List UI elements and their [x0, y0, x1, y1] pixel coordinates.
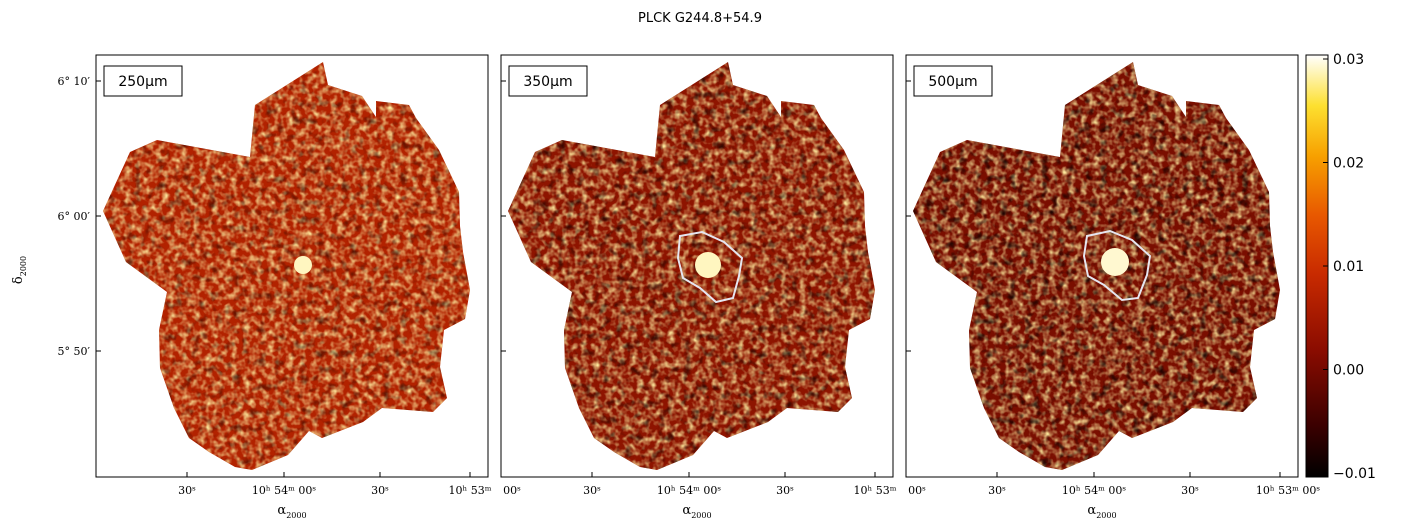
panel-500: 500μm 00ˢ 30ˢ 10ʰ 54ᵐ 00ˢ 30ˢ 10ʰ 53ᵐ 00… — [905, 54, 1320, 497]
x-tick-label: 30ˢ — [776, 484, 794, 497]
x-tick-label: 30ˢ — [178, 484, 196, 497]
x-tick-label: 10ʰ 53ᵐ — [449, 484, 492, 497]
y-axis-label-sub: 2000 — [19, 256, 28, 276]
y-axis-label-main: δ — [11, 276, 26, 284]
colorbar-tick-label: 0.03 — [1333, 52, 1364, 68]
x-ticks: 00ˢ 30ˢ 10ʰ 54ᵐ 00ˢ 30ˢ 10ʰ 53ᵐ — [503, 472, 897, 497]
x-tick-label: 10ʰ 53ᵐ 00ˢ — [1256, 484, 1320, 497]
x-axis-label: α2000 — [277, 503, 306, 520]
colorbar-tick-label: 0.01 — [1333, 259, 1364, 275]
x-tick-label: 10ʰ 54ᵐ 00ˢ — [252, 484, 316, 497]
panel-label-box: 250μm — [103, 65, 183, 97]
colorbar-tick-label: 0.00 — [1333, 363, 1364, 379]
colorbar: 0.03 0.02 0.01 0.00 −0.01 — [1305, 52, 1376, 482]
x-tick-label: 30ˢ — [583, 484, 601, 497]
x-tick-label: 30ˢ — [1181, 484, 1199, 497]
x-tick-label: 30ˢ — [371, 484, 389, 497]
y-ticks: 6° 10′ 6° 00′ 5° 50′ — [58, 75, 101, 358]
panel-label-box: 500μm — [913, 65, 993, 97]
colorbar-tick-label: −0.01 — [1333, 466, 1376, 482]
panel-label: 500μm — [928, 74, 977, 90]
sz-contour — [1082, 229, 1152, 302]
x-tick-label: 10ʰ 54ᵐ 00ˢ — [1062, 484, 1126, 497]
x-axis-label: α2000 — [682, 503, 711, 520]
x-tick-label: 30ˢ — [988, 484, 1006, 497]
panel-label: 350μm — [523, 74, 572, 90]
colorbar-tick-label: 0.02 — [1333, 156, 1364, 172]
figure-title: PLCK G244.8+54.9 — [638, 11, 762, 26]
sz-contour — [676, 230, 744, 304]
panel-label-box: 350μm — [508, 65, 588, 97]
cluster-source — [1101, 248, 1129, 276]
x-tick-label: 00ˢ — [908, 484, 926, 497]
x-ticks: 00ˢ 30ˢ 10ʰ 54ᵐ 00ˢ 30ˢ 10ʰ 53ᵐ 00ˢ — [908, 472, 1320, 497]
y-tick-marks — [906, 80, 911, 352]
y-tick-label: 5° 50′ — [58, 345, 91, 358]
svg-text:δ2000: δ2000 — [11, 256, 28, 284]
y-tick-label: 6° 00′ — [58, 210, 91, 223]
panel-label: 250μm — [118, 74, 167, 90]
x-ticks: 30ˢ 10ʰ 54ᵐ 00ˢ 30ˢ 10ʰ 53ᵐ — [178, 472, 492, 497]
x-axis-label: α2000 — [1087, 503, 1116, 520]
panel-250: 250μm 6° 10′ 6° 00′ 5° 50′ 30ˢ 10ʰ 54ᵐ 0… — [58, 54, 492, 497]
x-tick-label: 00ˢ — [503, 484, 521, 497]
y-tick-label: 6° 10′ — [58, 75, 91, 88]
cluster-source — [695, 252, 721, 278]
y-tick-marks — [501, 80, 506, 352]
x-tick-label: 10ʰ 53ᵐ — [854, 484, 897, 497]
panel-350: 350μm 00ˢ 30ˢ 10ʰ 54ᵐ 00ˢ 30ˢ 10ʰ 53ᵐ — [500, 54, 897, 497]
x-axis-labels: α2000 α2000 α2000 — [277, 503, 1116, 520]
x-tick-label: 10ʰ 54ᵐ 00ˢ — [657, 484, 721, 497]
y-axis-label: δ2000 — [11, 256, 28, 284]
cluster-source — [294, 256, 312, 274]
